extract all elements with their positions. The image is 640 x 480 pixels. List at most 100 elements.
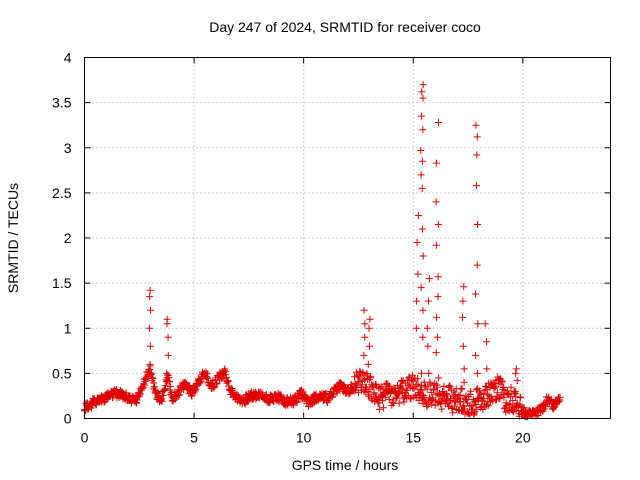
data-point bbox=[435, 374, 443, 382]
data-point bbox=[192, 385, 200, 393]
data-point bbox=[434, 220, 442, 228]
data-point bbox=[406, 394, 414, 402]
data-point bbox=[425, 369, 433, 377]
data-point bbox=[376, 384, 384, 392]
data-point bbox=[433, 313, 441, 321]
data-point bbox=[393, 393, 401, 401]
x-tick-label: 0 bbox=[81, 430, 89, 446]
data-point bbox=[417, 146, 425, 154]
data-point bbox=[498, 378, 506, 386]
data-point bbox=[511, 387, 519, 395]
data-point bbox=[164, 351, 172, 359]
data-point bbox=[290, 401, 298, 409]
data-point bbox=[366, 315, 374, 323]
data-point bbox=[483, 383, 491, 391]
data-point bbox=[426, 380, 434, 388]
data-point bbox=[432, 198, 440, 206]
data-point bbox=[556, 393, 564, 401]
data-point bbox=[472, 182, 480, 190]
data-point bbox=[493, 389, 501, 397]
data-point bbox=[473, 151, 481, 159]
data-point bbox=[146, 293, 154, 301]
data-point bbox=[513, 377, 521, 385]
data-point bbox=[81, 407, 89, 415]
data-point bbox=[293, 398, 301, 406]
data-point bbox=[365, 324, 373, 332]
data-point bbox=[364, 360, 372, 368]
data-point bbox=[414, 211, 422, 219]
y-tick-label: 1.5 bbox=[52, 275, 72, 291]
data-point bbox=[350, 387, 358, 395]
data-point bbox=[356, 367, 364, 375]
data-point bbox=[512, 365, 520, 373]
x-tick-label: 20 bbox=[515, 430, 531, 446]
data-point bbox=[403, 386, 411, 394]
data-point bbox=[423, 402, 431, 410]
data-point bbox=[360, 306, 368, 314]
data-point bbox=[367, 374, 375, 382]
data-point bbox=[482, 400, 490, 408]
data-point bbox=[148, 369, 156, 377]
data-point bbox=[361, 333, 369, 341]
data-point bbox=[469, 402, 477, 410]
data-point bbox=[418, 184, 426, 192]
data-point bbox=[506, 401, 514, 409]
data-point bbox=[434, 273, 442, 281]
data-point bbox=[361, 320, 369, 328]
data-point bbox=[360, 351, 368, 359]
data-point bbox=[438, 405, 446, 413]
data-point bbox=[511, 389, 519, 397]
data-point bbox=[418, 88, 426, 96]
data-point bbox=[517, 393, 525, 401]
data-point bbox=[433, 383, 441, 391]
y-tick-label: 2 bbox=[64, 230, 72, 246]
data-point bbox=[414, 270, 422, 278]
data-point bbox=[503, 401, 511, 409]
data-point bbox=[149, 374, 157, 382]
data-point bbox=[551, 403, 559, 411]
data-point bbox=[147, 306, 155, 314]
y-tick-label: 3 bbox=[64, 140, 72, 156]
data-point bbox=[457, 385, 465, 393]
data-point bbox=[482, 382, 490, 390]
y-tick-label: 0 bbox=[64, 411, 72, 427]
data-point bbox=[512, 369, 520, 377]
data-point bbox=[503, 387, 511, 395]
data-point bbox=[413, 297, 421, 305]
data-point bbox=[483, 338, 491, 346]
data-point bbox=[375, 405, 383, 413]
data-point bbox=[418, 225, 426, 233]
data-point bbox=[308, 400, 316, 408]
data-point bbox=[442, 389, 450, 397]
data-point bbox=[456, 391, 464, 399]
data-point bbox=[446, 383, 454, 391]
tick-labels: 0 5 10 15 20 0 0.5 1 1.5 2 2.5 3 3.5 4 bbox=[52, 50, 531, 446]
data-point bbox=[483, 390, 491, 398]
data-point bbox=[443, 391, 451, 399]
data-point bbox=[419, 94, 427, 102]
x-tick-label: 15 bbox=[405, 430, 421, 446]
data-point bbox=[460, 283, 468, 291]
data-point bbox=[146, 360, 154, 368]
y-tick-label: 2.5 bbox=[52, 185, 72, 201]
data-point bbox=[458, 384, 466, 392]
data-point bbox=[459, 313, 467, 321]
data-point bbox=[483, 365, 491, 373]
data-point bbox=[517, 403, 525, 411]
data-point bbox=[413, 239, 421, 247]
data-point bbox=[467, 387, 475, 395]
data-point bbox=[472, 121, 480, 129]
data-point bbox=[425, 275, 433, 283]
data-point bbox=[510, 408, 518, 416]
data-point bbox=[365, 342, 373, 350]
data-point bbox=[166, 378, 174, 386]
data-point bbox=[508, 406, 516, 414]
x-axis-label: GPS time / hours bbox=[292, 457, 399, 473]
chart-title: Day 247 of 2024, SRMTID for receiver coc… bbox=[209, 19, 481, 35]
data-point bbox=[460, 378, 468, 386]
data-point bbox=[479, 406, 487, 414]
data-point bbox=[484, 402, 492, 410]
data-point bbox=[423, 324, 431, 332]
data-point bbox=[457, 398, 465, 406]
data-point bbox=[474, 320, 482, 328]
